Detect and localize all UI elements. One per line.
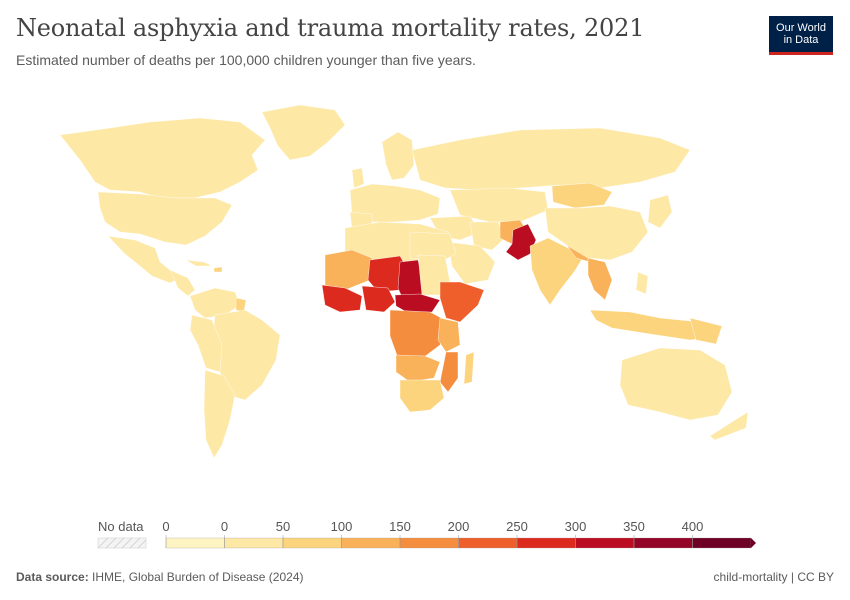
region-arabia[interactable]	[447, 241, 496, 285]
legend-bin[interactable]	[633, 537, 693, 549]
region-scandinavia[interactable]	[381, 131, 415, 181]
region-egypt-libya[interactable]	[409, 231, 457, 263]
region-china[interactable]	[544, 205, 649, 261]
chart-slug-license[interactable]: child-mortality | CC BY	[713, 570, 834, 584]
legend-tick-label: 350	[623, 519, 645, 534]
region-mongolia[interactable]	[551, 182, 613, 209]
legend-bin[interactable]	[165, 537, 225, 549]
region-papua[interactable]	[689, 317, 723, 345]
region-india[interactable]	[529, 237, 585, 306]
region-mozambique[interactable]	[439, 351, 459, 393]
legend-bin[interactable]	[458, 537, 518, 549]
region-madagascar[interactable]	[463, 351, 475, 385]
region-myanmar-indochina[interactable]	[587, 257, 613, 301]
region-angola-zambia[interactable]	[395, 354, 441, 383]
world-map	[0, 70, 850, 520]
legend-bin[interactable]	[282, 537, 342, 549]
legend: No data 0 0 50 100 150 200 250 300 350 400	[0, 516, 850, 556]
legend-tick-label: 100	[331, 519, 353, 534]
region-new-zealand[interactable]	[709, 411, 749, 441]
region-greenland[interactable]	[261, 104, 346, 161]
legend-bin[interactable]	[692, 537, 752, 549]
legend-no-data-swatch	[97, 537, 147, 549]
region-southern-africa[interactable]	[399, 379, 445, 413]
region-ethiopia-somalia[interactable]	[439, 281, 485, 323]
legend-tick-label: 250	[506, 519, 528, 534]
region-mauritania-mali[interactable]	[324, 249, 373, 291]
region-haiti[interactable]	[213, 266, 223, 273]
region-australia[interactable]	[619, 347, 733, 421]
data-source-label: Data source:	[16, 570, 89, 584]
region-drc[interactable]	[389, 309, 446, 361]
region-philippines[interactable]	[635, 271, 649, 295]
data-source-text[interactable]: IHME, Global Burden of Disease (2024)	[92, 570, 304, 584]
legend-bin[interactable]	[224, 537, 284, 549]
chart-subtitle: Estimated number of deaths per 100,000 c…	[16, 52, 476, 68]
legend-bin[interactable]	[516, 537, 576, 549]
legend-tick-label: 150	[389, 519, 411, 534]
region-argentina-chile[interactable]	[203, 369, 236, 459]
legend-bin[interactable]	[341, 537, 401, 549]
region-canada[interactable]	[59, 117, 266, 199]
legend-bin[interactable]	[399, 537, 459, 549]
legend-tick-label: 200	[448, 519, 470, 534]
region-west-africa-coast[interactable]	[321, 284, 363, 313]
legend-bin[interactable]	[575, 537, 635, 549]
region-usa[interactable]	[97, 191, 233, 246]
region-peru-bolivia[interactable]	[189, 314, 223, 373]
region-russia[interactable]	[411, 127, 691, 191]
legend-no-data-label: No data	[98, 519, 144, 534]
region-pakistan[interactable]	[505, 223, 537, 261]
region-colombia-venezuela[interactable]	[189, 287, 241, 319]
region-central-america[interactable]	[169, 269, 196, 297]
owid-logo[interactable]: Our World in Data	[769, 16, 833, 55]
legend-tick-label: 300	[565, 519, 587, 534]
legend-tick-label: 400	[682, 519, 704, 534]
region-mexico[interactable]	[107, 235, 181, 284]
region-korea-japan[interactable]	[647, 194, 673, 229]
region-uk[interactable]	[351, 167, 365, 189]
legend-tick-label: 0	[162, 519, 169, 534]
legend-tick-label: 50	[276, 519, 290, 534]
legend-tick-label: 0	[221, 519, 228, 534]
legend-arrow	[751, 538, 756, 548]
data-source: Data source: IHME, Global Burden of Dise…	[16, 570, 303, 584]
logo-line-1: Our World	[776, 22, 826, 34]
region-iran[interactable]	[469, 221, 506, 251]
logo-line-2: in Data	[783, 34, 819, 46]
region-nigeria[interactable]	[361, 285, 396, 313]
region-central-african-republic[interactable]	[394, 293, 441, 315]
region-east-africa[interactable]	[437, 317, 461, 353]
chart-title: Neonatal asphyxia and trauma mortality r…	[16, 14, 645, 42]
region-cuba[interactable]	[185, 259, 213, 267]
